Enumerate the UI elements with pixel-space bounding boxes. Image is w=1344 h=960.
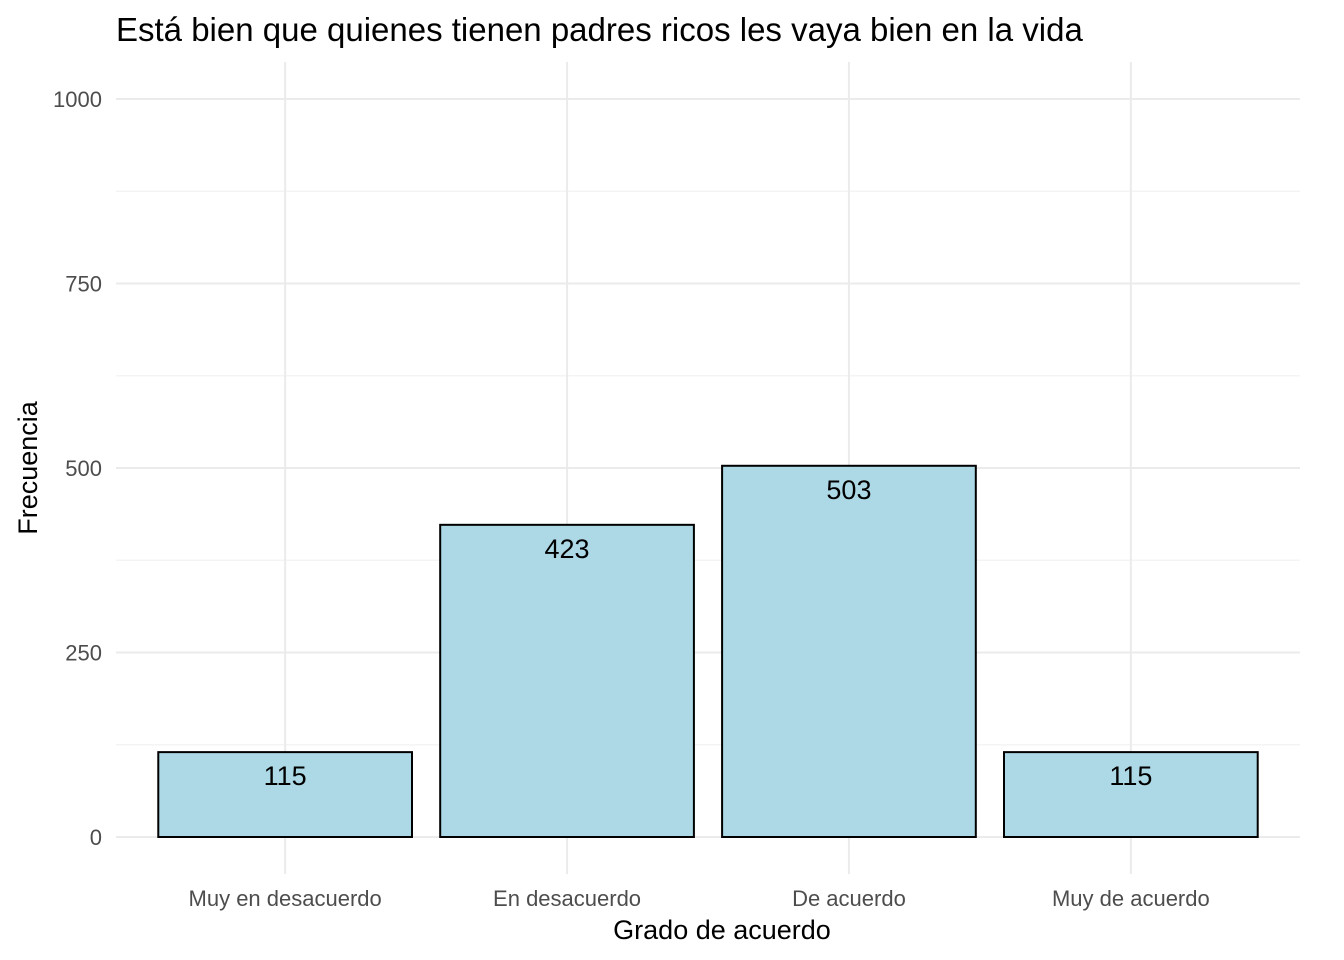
x-tick-label: Muy en desacuerdo bbox=[189, 886, 382, 911]
y-tick-label: 0 bbox=[90, 825, 102, 850]
x-tick-label: En desacuerdo bbox=[493, 886, 641, 911]
bar-value-label: 115 bbox=[1109, 761, 1152, 791]
bar bbox=[1003, 751, 1259, 839]
bar-value-label: 423 bbox=[545, 534, 590, 564]
chart-title: Está bien que quienes tienen padres rico… bbox=[116, 11, 1083, 48]
bar bbox=[439, 523, 695, 838]
y-tick-label: 1000 bbox=[53, 87, 102, 112]
y-axis-ticks: 0 250 500 750 1000 bbox=[53, 87, 102, 850]
bar-value-label: 115 bbox=[264, 761, 307, 791]
y-tick-label: 500 bbox=[65, 456, 102, 481]
y-tick-label: 750 bbox=[65, 272, 102, 297]
grid-lines bbox=[116, 62, 1300, 874]
data-labels: 115 423 503 115 bbox=[264, 475, 1153, 791]
x-tick-label: De acuerdo bbox=[792, 886, 906, 911]
x-tick-label: Muy de acuerdo bbox=[1052, 886, 1210, 911]
bar bbox=[721, 464, 977, 838]
y-axis-title: Frecuencia bbox=[13, 400, 43, 535]
bar bbox=[157, 751, 413, 839]
bars bbox=[157, 464, 1259, 839]
y-tick-label: 250 bbox=[65, 641, 102, 666]
x-axis-ticks: Muy en desacuerdo En desacuerdo De acuerdo… bbox=[189, 886, 1210, 911]
bar-value-label: 503 bbox=[826, 475, 871, 505]
x-axis-title: Grado de acuerdo bbox=[613, 915, 831, 945]
